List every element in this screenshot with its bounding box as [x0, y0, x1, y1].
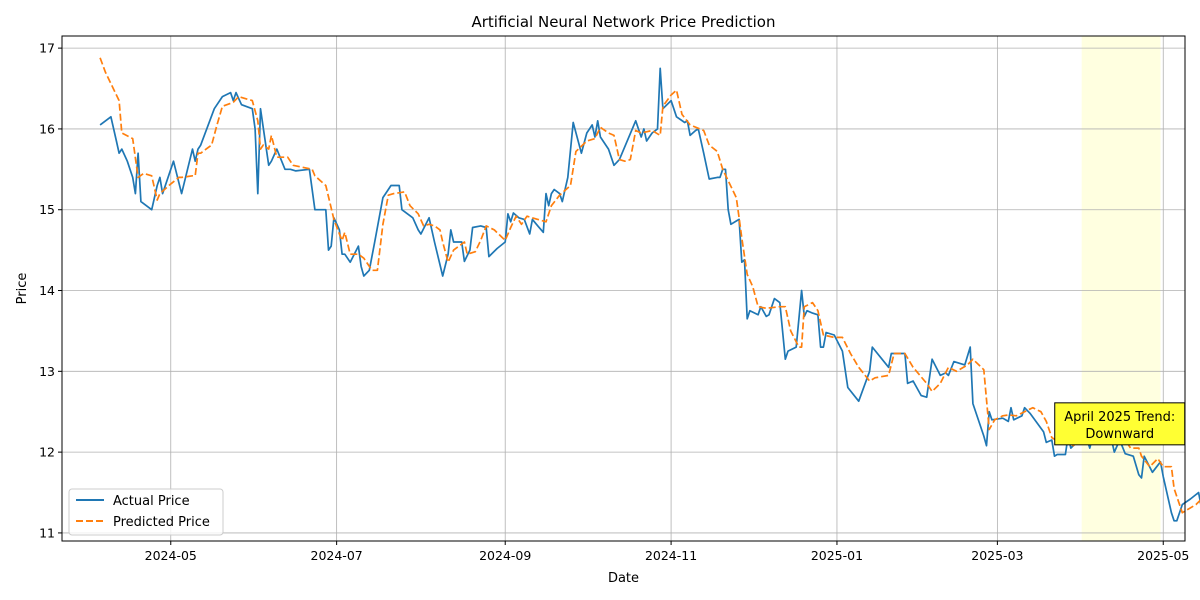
series-line-predicted [99, 57, 1200, 514]
y-tick-label: 16 [39, 121, 55, 136]
x-tick-label: 2025-05 [1137, 548, 1189, 563]
chart-title: Artificial Neural Network Price Predicti… [472, 13, 776, 31]
annotation-box [1054, 402, 1186, 446]
legend-label-predicted: Predicted Price [113, 515, 210, 530]
y-axis-ticks: 11 12 13 14 15 16 17 [39, 41, 62, 540]
y-tick-label: 12 [39, 445, 55, 460]
annotation-line-1: April 2025 Trend: [1064, 410, 1175, 425]
y-tick-label: 17 [39, 41, 55, 56]
x-axis-ticks: 2024-05 2024-07 2024-09 2024-11 2025-01 2025-… [145, 541, 1189, 563]
x-axis-label: Date [608, 571, 639, 586]
legend-label-actual: Actual Price [113, 494, 190, 509]
x-tick-label: 2025-01 [811, 548, 863, 563]
annotation-line-2: Downward [1085, 427, 1154, 442]
plot-frame [61, 35, 1186, 542]
y-tick-label: 15 [39, 202, 55, 217]
x-tick-label: 2025-03 [971, 548, 1023, 563]
plot-area [61, 35, 1200, 542]
x-tick-label: 2024-07 [311, 548, 363, 563]
y-axis-label: Price [15, 273, 30, 305]
x-tick-label: 2024-05 [145, 548, 197, 563]
y-tick-label: 14 [39, 283, 55, 298]
x-tick-label: 2024-09 [479, 548, 531, 563]
x-tick-label: 2024-11 [645, 548, 697, 563]
grid-lines [62, 36, 1185, 541]
y-tick-label: 11 [39, 525, 55, 540]
april-2025-highlight-band [1081, 36, 1161, 541]
series-lines [99, 57, 1200, 522]
series-line-actual [99, 67, 1200, 522]
legend: Actual Price Predicted Price [68, 488, 224, 536]
y-tick-label: 13 [39, 364, 55, 379]
trend-annotation: April 2025 Trend: Downward [1054, 402, 1186, 446]
legend-box [68, 488, 224, 536]
